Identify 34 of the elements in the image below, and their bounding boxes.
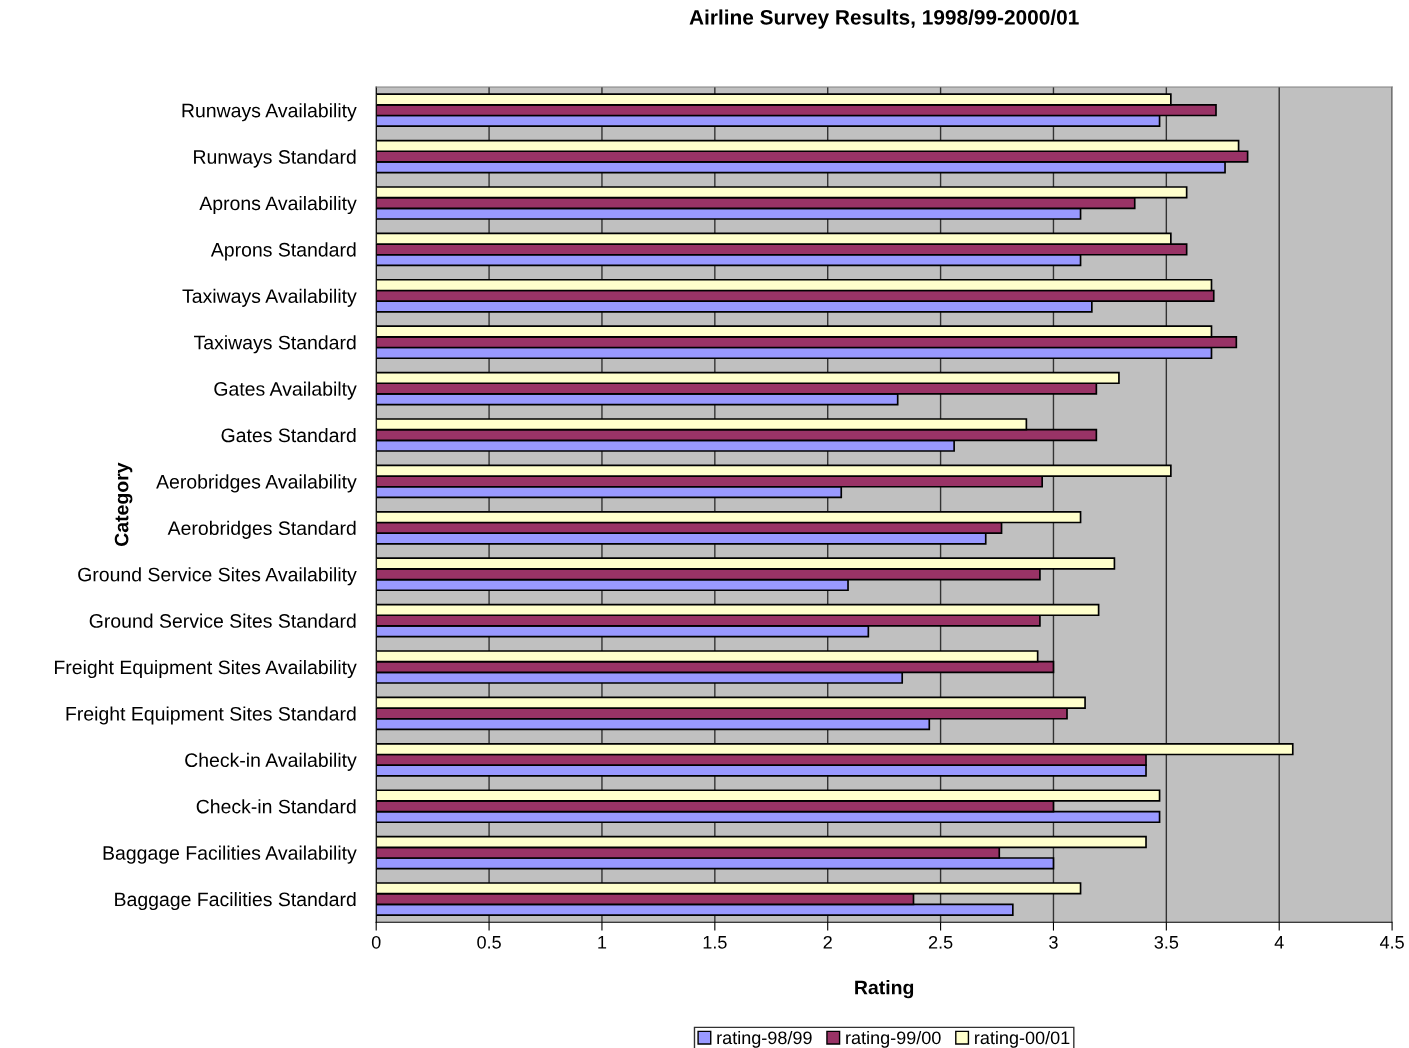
y-tick-label: Freight Equipment Sites Availability (55, 659, 357, 679)
y-tick-label: Aerobridges Standard (167, 520, 356, 539)
y-tick-label: Gates Availabilty (214, 381, 357, 400)
y-tick-label: Runways Availability (182, 103, 357, 122)
chart-title: Airline Survey Results, 1998/99-2000/01 (689, 9, 1079, 29)
y-tick-label: Ground Service Sites Standard (89, 613, 356, 628)
x-tick-label: 1 (598, 936, 607, 949)
y-tick-label: Aprons Availability (199, 195, 357, 215)
legend-label: rating-99/00 (846, 1030, 941, 1048)
x-tick-label: 2 (823, 935, 832, 949)
y-tick-label: Check-in Availability (185, 752, 357, 771)
y-axis-title: Category (114, 462, 133, 546)
y-tick-label: Ground Service Sites Availability (78, 567, 357, 586)
y-tick-label: Taxiways Availability (182, 288, 357, 307)
y-tick-label: Aerobridges Availability (156, 474, 357, 493)
x-tick-label: 4.5 (1379, 936, 1404, 949)
y-tick-label: Taxiways Standard (194, 335, 356, 354)
y-tick-label: Runways Standard (194, 149, 356, 168)
y-tick-label: Aprons Standard (210, 242, 356, 261)
x-tick-label: 2.5 (928, 935, 953, 949)
x-tick-label: 3 (1049, 935, 1058, 949)
legend-label: rating-00/01 (975, 1030, 1070, 1048)
y-tick-label: Freight Equipment Sites Standard (66, 706, 356, 725)
x-tick-label: 0 (371, 935, 381, 949)
x-tick-label: 0.5 (477, 935, 501, 949)
x-tick-label: 4 (1274, 936, 1284, 949)
legend-label: rating-98/99 (717, 1030, 812, 1048)
y-tick-label: Gates Standard (221, 427, 356, 443)
y-tick-label: Baggage Facilities Standard (115, 891, 356, 911)
y-tick-label: Baggage Facilities Availability (103, 845, 357, 864)
x-axis-title: Rating (855, 980, 914, 999)
y-tick-label: Check-in Standard (196, 799, 356, 814)
x-tick-label: 3.5 (1154, 935, 1179, 949)
x-tick-label: 1.5 (703, 936, 727, 949)
